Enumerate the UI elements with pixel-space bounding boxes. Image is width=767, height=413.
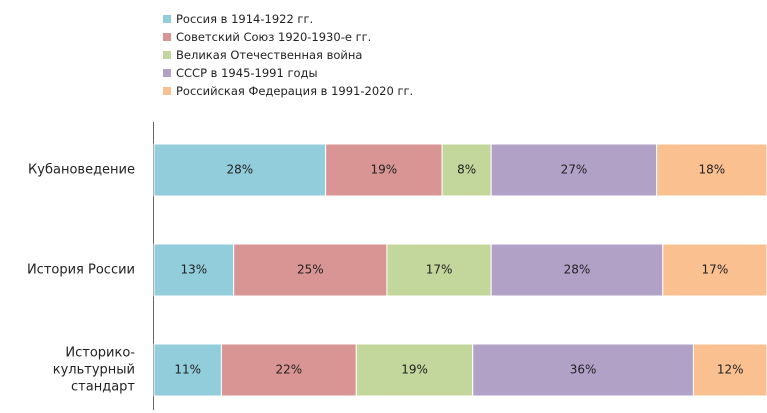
bar-segment bbox=[692, 343, 767, 397]
value-label: 36% bbox=[570, 363, 597, 377]
bar-segment bbox=[153, 143, 327, 197]
value-label: 8% bbox=[457, 163, 476, 177]
value-label: 28% bbox=[226, 163, 253, 177]
value-label: 22% bbox=[276, 363, 303, 377]
value-label: 19% bbox=[371, 163, 398, 177]
bar-segment bbox=[325, 143, 443, 197]
legend-swatch bbox=[163, 69, 171, 77]
legend-label: СССР в 1945-1991 годы bbox=[176, 66, 318, 80]
legend: Россия в 1914-1922 гг. Советский Союз 192… bbox=[163, 10, 413, 100]
legend-label: Великая Отечественная война bbox=[176, 48, 363, 62]
value-label: 18% bbox=[698, 163, 725, 177]
bar-segment bbox=[490, 143, 658, 197]
value-label: 11% bbox=[174, 363, 201, 377]
value-label: 13% bbox=[181, 263, 208, 277]
value-label: 25% bbox=[297, 263, 324, 277]
bar-segment bbox=[386, 243, 492, 297]
category-label: Кубановедение bbox=[28, 162, 135, 178]
legend-swatch bbox=[163, 51, 171, 59]
legend-swatch bbox=[163, 15, 171, 23]
bar-segment bbox=[220, 343, 357, 397]
bar-segment bbox=[662, 243, 767, 297]
category-label: Историко-культурный стандарт bbox=[52, 345, 135, 395]
legend-item: Советский Союз 1920-1930-е гг. bbox=[163, 28, 413, 46]
value-label: 19% bbox=[401, 363, 428, 377]
bar-segment bbox=[153, 343, 222, 397]
legend-label: Российская Федерация в 1991-2020 гг. bbox=[176, 84, 414, 98]
bar-segment bbox=[153, 243, 235, 297]
bar-segment bbox=[490, 243, 664, 297]
legend-item: Российская Федерация в 1991-2020 гг. bbox=[163, 82, 413, 100]
bar-segment bbox=[656, 143, 767, 197]
value-label: 17% bbox=[426, 263, 453, 277]
legend-label: Советский Союз 1920-1930-е гг. bbox=[176, 30, 372, 44]
value-label: 12% bbox=[717, 363, 744, 377]
legend-swatch bbox=[163, 33, 171, 41]
value-label: 28% bbox=[564, 263, 591, 277]
bar-segment bbox=[233, 243, 388, 297]
legend-swatch bbox=[163, 87, 171, 95]
bar-segment bbox=[472, 343, 694, 397]
legend-item: Россия в 1914-1922 гг. bbox=[163, 10, 413, 28]
value-label: 27% bbox=[561, 163, 588, 177]
category-label: История России bbox=[26, 262, 135, 278]
legend-item: СССР в 1945-1991 годы bbox=[163, 64, 413, 82]
legend-label: Россия в 1914-1922 гг. bbox=[176, 12, 314, 26]
value-label: 17% bbox=[702, 263, 729, 277]
legend-item: Великая Отечественная война bbox=[163, 46, 413, 64]
bar-segment bbox=[355, 343, 474, 397]
